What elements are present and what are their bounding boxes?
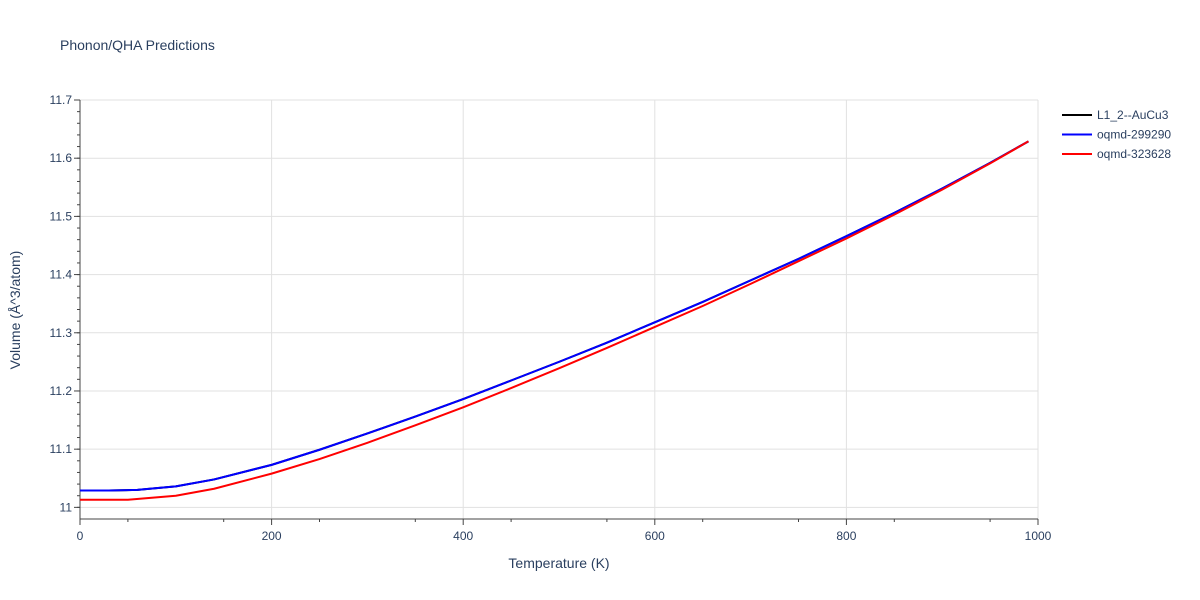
series-line-2 — [80, 140, 1029, 501]
x-tick-label: 600 — [645, 529, 665, 543]
legend-label-2: oqmd-323628 — [1097, 147, 1171, 161]
y-tick-label: 11.7 — [50, 93, 73, 107]
x-axis-title: Temperature (K) — [508, 555, 609, 571]
y-tick-label: 11.1 — [50, 442, 73, 456]
series-line-0 — [80, 140, 1029, 492]
grid — [80, 99, 1039, 519]
x-tick-label: 400 — [453, 529, 473, 543]
y-tick-label: 11.5 — [50, 209, 73, 223]
x-tick-label: 200 — [262, 529, 282, 543]
y-tick-label: 11.6 — [50, 151, 73, 165]
y-tick-label: 11 — [60, 500, 73, 514]
x-tick-label: 0 — [77, 529, 84, 543]
legend-label-0: L1_2--AuCu3 — [1097, 108, 1169, 122]
axes: 0 200 400 600 800 1000 11 11.1 11.2 11.3 11.4 11.5 1… — [50, 93, 1052, 543]
legend-label-1: oqmd-299290 — [1097, 128, 1171, 142]
y-tick-label: 11.3 — [50, 326, 73, 340]
chart-title: Phonon/QHA Predictions — [60, 37, 215, 53]
series-line-1 — [80, 140, 1029, 492]
plot-area — [80, 140, 1029, 501]
y-tick-label: 11.2 — [50, 384, 73, 398]
y-tick-label: 11.4 — [50, 268, 73, 282]
legend: L1_2--AuCu3 oqmd-299290 oqmd-323628 — [1062, 108, 1171, 161]
x-tick-label: 1000 — [1025, 529, 1052, 543]
y-axis-title: Volume (Å^3/atom) — [7, 251, 23, 370]
x-tick-label: 800 — [836, 529, 856, 543]
